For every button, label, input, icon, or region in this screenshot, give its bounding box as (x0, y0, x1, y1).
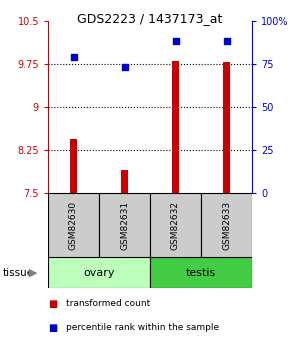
Bar (223, 62, 230, 193)
Bar (172, 61, 179, 193)
Bar (150, 193, 201, 257)
Text: transformed count: transformed count (66, 299, 150, 308)
Point (122, 65, 127, 70)
Bar (201, 193, 252, 257)
Text: GDS2223 / 1437173_at: GDS2223 / 1437173_at (77, 12, 223, 25)
Text: GSM82631: GSM82631 (120, 200, 129, 250)
Point (224, 39, 229, 44)
Text: ■: ■ (48, 299, 57, 308)
Text: GSM82630: GSM82630 (69, 200, 78, 250)
Text: ovary: ovary (83, 268, 115, 277)
Bar (48, 257, 150, 288)
Point (71, 54, 76, 60)
Text: ▶: ▶ (28, 268, 37, 277)
Bar (48, 193, 99, 257)
Text: tissue: tissue (3, 268, 34, 277)
Bar (150, 257, 252, 288)
Bar (121, 170, 128, 193)
Text: percentile rank within the sample: percentile rank within the sample (66, 323, 219, 332)
Bar (70, 139, 77, 193)
Text: GSM82633: GSM82633 (222, 200, 231, 250)
Text: ■: ■ (48, 323, 57, 333)
Bar (99, 193, 150, 257)
Point (173, 39, 178, 44)
Text: testis: testis (186, 268, 216, 277)
Text: GSM82632: GSM82632 (171, 200, 180, 250)
